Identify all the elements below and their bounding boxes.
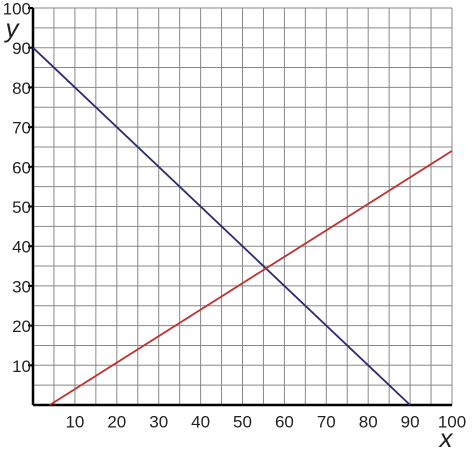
- line: [32, 47, 411, 406]
- x-tick-label: 20: [107, 412, 126, 431]
- y-tick-label: 90: [12, 39, 31, 58]
- y-tick-label: 60: [12, 158, 31, 177]
- x-axis-title: x: [438, 423, 454, 453]
- y-tick-label: 50: [12, 198, 31, 217]
- y-tick-label: 40: [12, 238, 31, 257]
- y-tick-label: 30: [12, 277, 31, 296]
- line: [49, 150, 453, 406]
- y-tick-label: 20: [12, 317, 31, 336]
- x-tick-label: 50: [233, 412, 252, 431]
- y-tick-label: 70: [12, 119, 31, 138]
- x-tick-label: 80: [359, 412, 378, 431]
- x-tick-label: 30: [149, 412, 168, 431]
- x-tick-label: 40: [191, 412, 210, 431]
- y-tick-label: 80: [12, 79, 31, 98]
- x-tick-label: 60: [275, 412, 294, 431]
- x-tick-label: 90: [401, 412, 420, 431]
- x-tick-label: 70: [317, 412, 336, 431]
- y-tick-label: 10: [12, 357, 31, 376]
- y-axis-title: y: [4, 13, 21, 43]
- x-tick-label: 100: [438, 412, 466, 431]
- x-tick-label: 10: [65, 412, 84, 431]
- y-tick-label: 100: [3, 0, 31, 18]
